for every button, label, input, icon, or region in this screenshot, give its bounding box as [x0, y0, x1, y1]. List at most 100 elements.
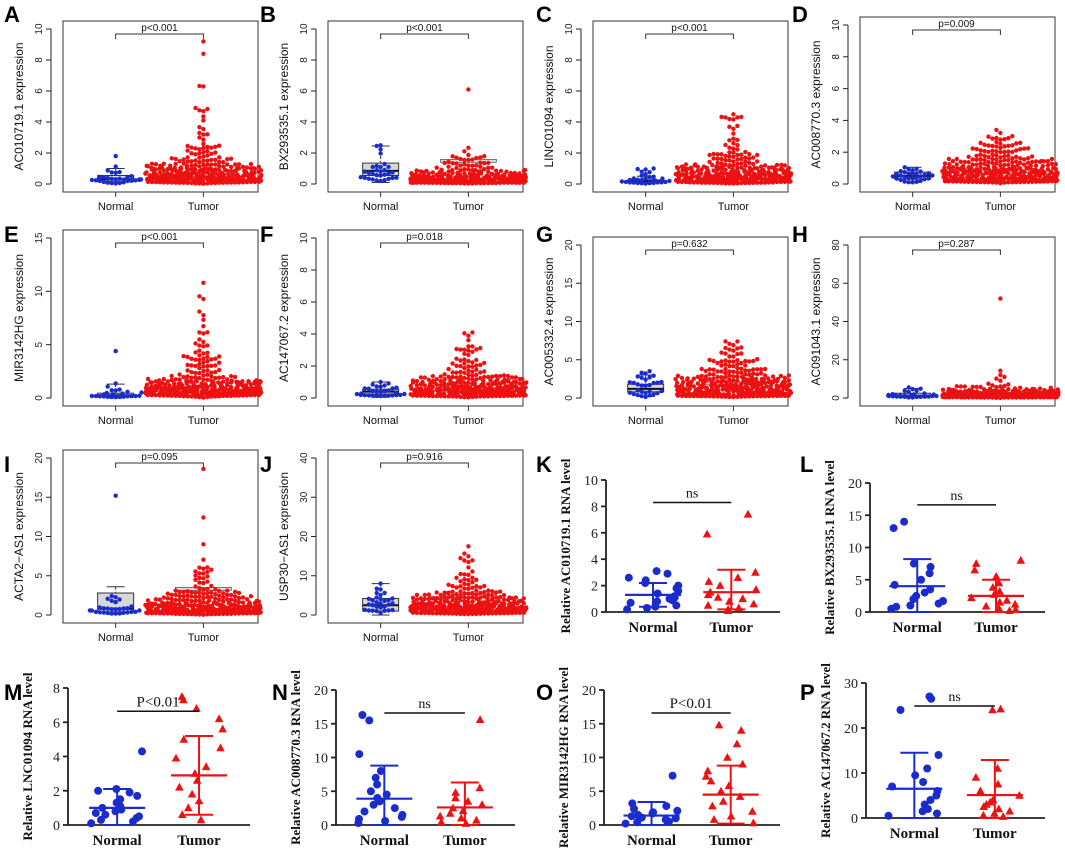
panel-G-tumor-point-340	[758, 367, 764, 372]
panel-H-bracket	[912, 249, 1001, 255]
panel-D-tumor-point-327	[1049, 156, 1055, 162]
panel-A-tumor-point-242	[249, 170, 254, 175]
panel-I-tumor-point-313	[153, 597, 159, 602]
panel-C-tumor-point-327	[751, 161, 756, 167]
panel-A-tumor-point-358	[205, 144, 210, 150]
panel-B-normal-point-7	[362, 175, 367, 180]
panel-E-significance: p<0.001	[115, 232, 204, 248]
panel-I-tumor-point-324	[209, 594, 214, 599]
panel-C-tumor-point-345	[751, 155, 756, 160]
panel-D-tumor-point-345	[986, 149, 991, 155]
panel-F-tumor-point-317	[462, 375, 467, 381]
panel-A-normal-point-24	[113, 170, 118, 175]
panel-D-tumor-point-295	[1049, 161, 1055, 166]
panel-D-tumor-point-279	[960, 163, 966, 169]
panel-E-tumor-point-361	[205, 350, 210, 355]
panel-G-tumor-point-320	[743, 372, 748, 377]
panel-J-normal-point-14	[378, 601, 383, 606]
panel-A-tumor-point-302	[197, 164, 202, 169]
panel-I-tumor-point-293	[236, 599, 242, 605]
panel-G-pvalue: p=0.632	[671, 239, 708, 250]
panel-F-y-tick-label: 8	[299, 267, 310, 273]
panel-I-tumor-point-378	[201, 515, 206, 520]
panel-F-tumor-point-347	[474, 367, 479, 372]
panel-I-tumor-point-311	[225, 597, 230, 602]
panel-A-tumor-point-209	[226, 172, 231, 177]
panel-A-tumor-point-357	[189, 145, 194, 150]
panel-O-tumor-point-3	[748, 807, 757, 815]
panel-E-tumor-point-302	[254, 378, 259, 383]
panel-G-tumor-point-349	[743, 363, 748, 368]
panel-J-tumor-point-283	[462, 599, 467, 604]
panel-C-tumor-point-337	[723, 158, 728, 163]
panel-D-tumor-point-331	[998, 155, 1003, 160]
panel-C-normal-point-10	[663, 179, 668, 185]
panel-G-normal-point-22	[643, 377, 648, 382]
panel-H-tumor-point-344	[1042, 388, 1047, 393]
panel-I-tumor-point-366	[205, 574, 210, 579]
panel-F-tumor-point-333	[493, 373, 499, 379]
panel-H-normal-point-23	[922, 391, 927, 396]
panel-G-tumor-point-377	[727, 341, 732, 346]
panel-A-y-tick-label: 10	[34, 23, 45, 35]
panel-D-tumor-point-316	[1002, 158, 1007, 163]
panel-I-normal-point-17	[105, 606, 110, 611]
panel-G-significance: p=0.632	[645, 239, 734, 255]
panel-G-tumor-point-323	[755, 372, 760, 377]
panel-F-normal-point-26	[382, 383, 387, 388]
panel-A-tumor-point-376	[201, 84, 206, 89]
panel-G-tumor-point-358	[743, 358, 748, 364]
panel-O-normal-point-4	[661, 815, 670, 824]
panel-A-tumor-point-338	[228, 156, 234, 161]
panel-A-normal-point-15	[138, 177, 144, 182]
panel-F-tumor-point-230	[523, 385, 528, 390]
panel-G-tumor-point-40	[731, 393, 736, 398]
panel-E-tumor-point-306	[205, 377, 210, 382]
panel-G-tumor-point-327	[739, 370, 744, 375]
panel-H-tumor-point-347	[951, 387, 956, 393]
panel-F-tumor-point-358	[482, 360, 487, 366]
panel-A-normal-point-21	[125, 174, 130, 180]
panel-E-tumor-point-273	[171, 381, 177, 386]
panel-B-tumor-point-374	[450, 154, 455, 159]
panel-G-normal-point-0	[643, 394, 648, 400]
panel-I-tumor-point-341	[205, 590, 210, 596]
panel-F-tumor-point-264	[486, 382, 491, 387]
panel-J-tumor-point-277	[420, 599, 425, 605]
panel-A-tumor-point-271	[188, 167, 193, 172]
panel-B-tumor-point-267	[430, 174, 436, 180]
panel-M-tumor-point-10	[216, 743, 225, 752]
panel-F-normal-point-24	[378, 384, 383, 389]
panel-A-y-tick-label: 4	[34, 119, 45, 125]
panel-K-significance-label: ns	[686, 486, 698, 501]
panel-K-tumor-point-3	[703, 600, 713, 609]
panel-J-tumor-point-266	[437, 600, 442, 606]
panel-A-tumor-point-281	[191, 166, 197, 171]
panel-I-tumor-point-322	[205, 594, 210, 600]
panel-C-tumor-point-263	[695, 168, 700, 173]
panel-E-tumor-point-372	[205, 330, 210, 335]
panel-D-tumor-point-187	[1011, 171, 1017, 176]
panel-N-y-tick-label: 0	[321, 819, 328, 834]
panel-A-y-tick-label: 0	[34, 181, 45, 187]
panel-I-tumor-point-348	[177, 589, 182, 595]
panel-G-normal-point-3	[635, 392, 640, 398]
panel-J-tumor-point-354	[458, 584, 463, 589]
panel-C-tumor-point-310	[714, 164, 719, 169]
panel-G-bracket	[645, 249, 734, 255]
panel-A-tumor-point-356	[209, 145, 214, 150]
panel-N-significance-label: ns	[418, 697, 430, 712]
panel-A-normal-point-18	[117, 176, 122, 181]
panel-A-y-label: AC010719.1 expression	[12, 42, 26, 170]
panel-C-normal-point-16	[627, 177, 633, 183]
panel-F-pvalue: p=0.018	[406, 232, 443, 243]
panel-J-tumor-point-268	[453, 600, 458, 605]
panel-K-y-tick-label: 2	[591, 580, 598, 595]
panel-L-normal-point-11	[925, 569, 934, 578]
panel-K-tumor-point-6	[738, 594, 747, 603]
panel-F-tumor-point-310	[474, 377, 479, 382]
panel-A-tumor-point-336	[225, 157, 230, 162]
panel-E-tumor-point-286	[221, 379, 226, 384]
panel-E-tumor-point-316	[189, 375, 194, 380]
